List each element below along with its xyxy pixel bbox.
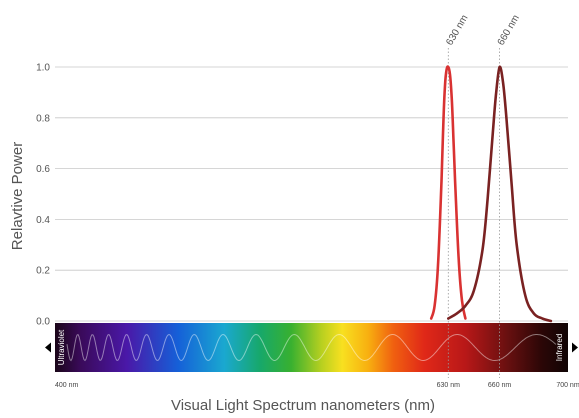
left-arrow-icon — [45, 342, 51, 353]
series-lines — [429, 65, 553, 323]
right-arrow-icon — [572, 342, 578, 353]
y-tick-label: 0.8 — [36, 113, 50, 124]
peak-label: 660 nm — [496, 13, 522, 47]
y-tick-labels: 0.0 0.2 0.4 0.6 0.8 1.0 — [36, 63, 50, 328]
series-line-2 — [447, 65, 553, 323]
grid-lines — [55, 66, 568, 322]
x-tick-label: 630 nm — [437, 382, 461, 389]
peak-reference-lines — [447, 48, 501, 378]
peak-label: 630 nm — [444, 13, 470, 47]
y-tick-label: 0.0 — [36, 317, 50, 328]
y-tick-label: 1.0 — [36, 63, 50, 74]
x-tick-labels: 400 nm 630 nm 660 nm 700 nm — [55, 382, 579, 389]
spectrum-band: Ultraviolet Infrared — [45, 323, 578, 372]
infrared-label: Infrared — [555, 334, 564, 362]
x-axis-label: Visual Light Spectrum nanometers (nm) — [171, 397, 435, 414]
x-tick-label: 400 nm — [55, 382, 79, 389]
x-tick-label: 660 nm — [488, 382, 512, 389]
series-line-1 — [429, 65, 467, 320]
y-tick-label: 0.6 — [36, 164, 50, 175]
spectrum-gradient — [55, 323, 568, 372]
spectrum-wave — [66, 333, 557, 362]
y-tick-label: 0.4 — [36, 215, 50, 226]
peak-labels: 630 nm 660 nm — [444, 13, 522, 47]
ultraviolet-label: Ultraviolet — [57, 329, 66, 365]
y-tick-label: 0.2 — [36, 266, 50, 277]
y-axis-label: Relavtive Power — [9, 142, 26, 250]
x-tick-label: 700 nm — [556, 382, 579, 389]
